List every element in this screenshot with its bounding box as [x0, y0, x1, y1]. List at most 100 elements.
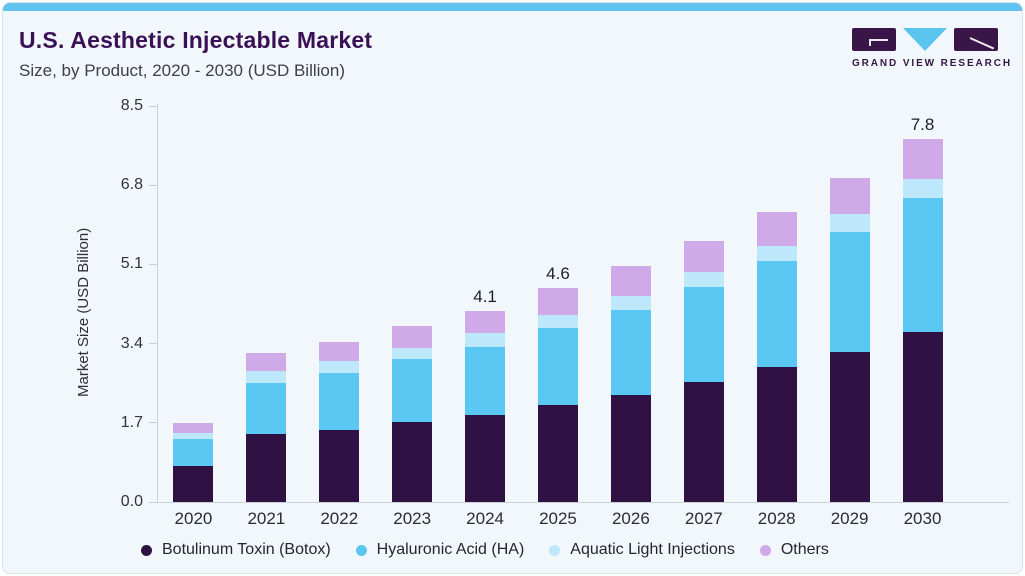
bar-segment — [246, 434, 287, 502]
x-tick-label-2030: 2030 — [903, 509, 942, 528]
bar-segment — [465, 311, 506, 334]
bar-segment — [246, 370, 287, 383]
bar-segment — [246, 382, 287, 435]
legend-dot-icon — [355, 544, 367, 556]
legend-dot-icon — [549, 544, 561, 556]
y-tick-label: 6.8 — [120, 176, 143, 194]
bar-2023 — [392, 325, 433, 502]
y-tick-mark — [149, 343, 157, 345]
bar-slot-2025: 4.6 — [522, 106, 595, 502]
bar-segment — [319, 361, 360, 373]
page-subtitle: Size, by Product, 2020 - 2030 (USD Billi… — [19, 61, 345, 80]
legend-item: Botulinum Toxin (Botox) — [141, 541, 331, 559]
legend-dot-icon — [759, 544, 771, 556]
logo-marks — [852, 28, 998, 52]
bar-segment — [756, 245, 797, 262]
bar-slot-2026 — [594, 106, 667, 502]
y-tick-label: 5.1 — [120, 255, 143, 273]
chart-legend: Botulinum Toxin (Botox) Hyaluronic Acid (… — [141, 539, 829, 561]
bar-segment — [392, 358, 433, 423]
logo-v-triangle-icon — [903, 28, 947, 51]
bar-segment — [683, 287, 724, 382]
bar-segment — [173, 465, 214, 502]
bar-2024 — [465, 311, 506, 502]
bar-segment — [829, 352, 870, 502]
bar-slot-2022 — [303, 106, 376, 502]
x-tick-label-2026: 2026 — [611, 509, 650, 528]
y-axis-title: Market Size (USD Billion) — [75, 227, 92, 397]
y-axis-line — [157, 104, 158, 502]
grand-view-research-logo: GRAND VIEW RESEARCH — [852, 28, 1010, 69]
bar-2026 — [610, 265, 651, 502]
bar-2027 — [683, 241, 724, 502]
bar-segment — [537, 315, 578, 329]
bar-segment — [902, 178, 943, 199]
x-axis-line — [157, 502, 1009, 503]
bar-segment — [392, 325, 433, 348]
bar-segment — [756, 366, 797, 502]
bar-slot-2020 — [157, 106, 230, 502]
bar-2021 — [246, 352, 287, 502]
bar-segment — [829, 214, 870, 233]
bar-2029 — [829, 178, 870, 502]
bar-slot-2027 — [667, 106, 740, 502]
legend-label: Hyaluronic Acid (HA) — [376, 541, 525, 558]
bar-segment — [465, 333, 506, 347]
page-title: U.S. Aesthetic Injectable Market — [19, 27, 373, 53]
accent-strip — [3, 3, 1022, 11]
legend-item: Others — [759, 541, 829, 559]
bar-segment — [610, 394, 651, 502]
y-tick-label: 8.5 — [120, 97, 143, 114]
bar-segment — [756, 212, 797, 246]
bar-segment — [902, 198, 943, 332]
plot-area: 4.1 4.6 7.8 — [157, 106, 959, 502]
legend-item: Aquatic Light Injections — [549, 541, 735, 559]
bar-segment — [829, 232, 870, 352]
bar-slot-2024: 4.1 — [449, 106, 522, 502]
x-tick-label-2021: 2021 — [247, 509, 286, 528]
x-tick-label-2022: 2022 — [320, 509, 359, 528]
bar-slot-2029 — [813, 106, 886, 502]
bar-value-label-2024: 4.1 — [473, 287, 497, 307]
bar-segment — [319, 372, 360, 430]
bar-segment — [683, 241, 724, 272]
bar-slot-2028 — [740, 106, 813, 502]
x-tick-label-2029: 2029 — [830, 509, 869, 528]
y-tick-label: 1.7 — [120, 413, 143, 431]
bar-segment — [756, 261, 797, 367]
bar-segment — [902, 138, 943, 179]
legend-label: Botulinum Toxin (Botox) — [162, 541, 331, 558]
bar-2022 — [319, 342, 360, 502]
bar-segment — [683, 381, 724, 502]
x-tick-label-2027: 2027 — [684, 509, 723, 528]
y-tick-mark — [149, 105, 157, 107]
bar-segment — [173, 438, 214, 466]
logo-r-icon — [954, 28, 998, 51]
bar-2020 — [173, 422, 214, 502]
bar-segment — [392, 422, 433, 502]
logo-g-icon — [852, 28, 896, 51]
bar-segment — [537, 287, 578, 316]
legend-dot-icon — [141, 544, 152, 556]
bar-segment — [610, 309, 651, 395]
legend-label: Aquatic Light Injections — [570, 541, 735, 558]
bar-segment — [610, 265, 651, 297]
legend-label: Others — [780, 541, 829, 558]
x-axis-labels: 2020 2021 2022 2023 2024 2025 2026 2027 2028 2029… — [157, 509, 959, 529]
x-tick-label-2025: 2025 — [539, 509, 577, 528]
x-tick-label-2023: 2023 — [393, 509, 432, 528]
x-tick-label-2024: 2024 — [466, 509, 504, 528]
y-tick-mark — [149, 263, 157, 265]
bar-segment — [246, 352, 287, 371]
bar-2025 — [537, 287, 578, 502]
bar-2028 — [756, 212, 797, 502]
bar-segment — [319, 429, 360, 502]
y-tick-mark — [149, 501, 157, 503]
y-tick-label: 3.4 — [120, 334, 143, 352]
bar-segment — [610, 296, 651, 310]
legend-item: Hyaluronic Acid (HA) — [355, 541, 525, 559]
bar-value-label-2030: 7.8 — [910, 114, 935, 134]
bar-slot-2023 — [376, 106, 449, 502]
x-tick-label-2020: 2020 — [174, 509, 213, 528]
